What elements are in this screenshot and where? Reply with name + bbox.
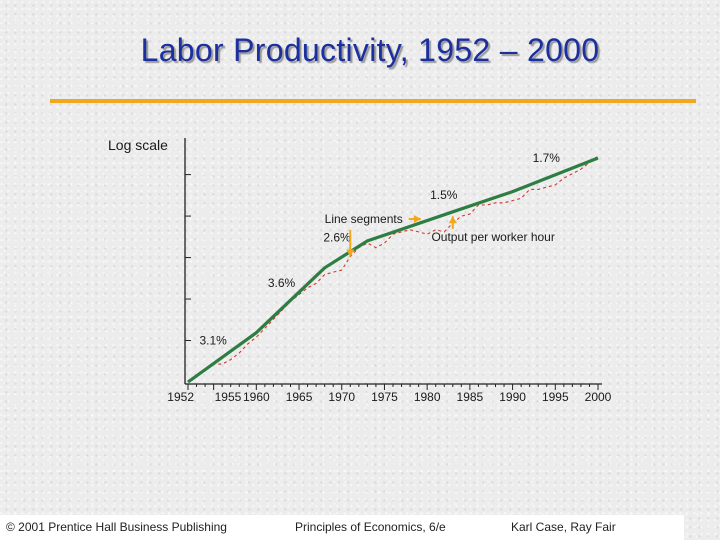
- slide-title: Labor Productivity, 1952 – 2000: [140, 32, 600, 68]
- series-output-per-worker-hour: [187, 155, 599, 383]
- segment-rate-label: 1.5%: [430, 188, 458, 202]
- y-axis-label: Log scale: [108, 137, 168, 153]
- x-tick-label: 1970: [328, 390, 355, 404]
- series-line-segments: [187, 156, 599, 384]
- x-tick-label: 1975: [371, 390, 398, 404]
- annotation-line-segments: Line segments: [325, 212, 403, 226]
- annotation-output-per-worker-hour: Output per worker hour: [431, 230, 554, 244]
- title-rule: [50, 99, 696, 103]
- annotation-arrow-output-per-worker-hour-head: [448, 216, 457, 224]
- x-tick-label: 1990: [499, 390, 526, 404]
- footer-book-title: Principles of Economics, 6/e: [295, 520, 446, 534]
- x-tick-label: 1952: [167, 390, 194, 404]
- x-tick-label: 1960: [243, 390, 270, 404]
- annotation-arrow-line-segments-head: [413, 214, 421, 223]
- x-tick-label: 1985: [457, 390, 484, 404]
- segment-rate-label: 3.1%: [199, 333, 227, 347]
- segment-rate-label: 1.7%: [533, 151, 561, 165]
- x-tick-label: 1955: [215, 390, 242, 404]
- x-tick-label: 2000: [585, 390, 612, 404]
- x-tick-label: 1995: [542, 390, 569, 404]
- x-tick-label: 1965: [286, 390, 313, 404]
- productivity-chart: 1952 1955 1960 1965 1970 1975 1980 1985 1990 1995…: [108, 137, 612, 404]
- footer-copyright: © 2001 Prentice Hall Business Publishing: [6, 520, 227, 534]
- footer-authors: Karl Case, Ray Fair: [511, 520, 616, 534]
- annotation-arrow-line-segments-down-head: [346, 249, 355, 257]
- segment-rate-label: 3.6%: [268, 276, 296, 290]
- x-tick-label: 1980: [414, 390, 441, 404]
- footer-bar: © 2001 Prentice Hall Business Publishing…: [0, 515, 684, 540]
- segment-rate-label: 2.6%: [323, 230, 351, 244]
